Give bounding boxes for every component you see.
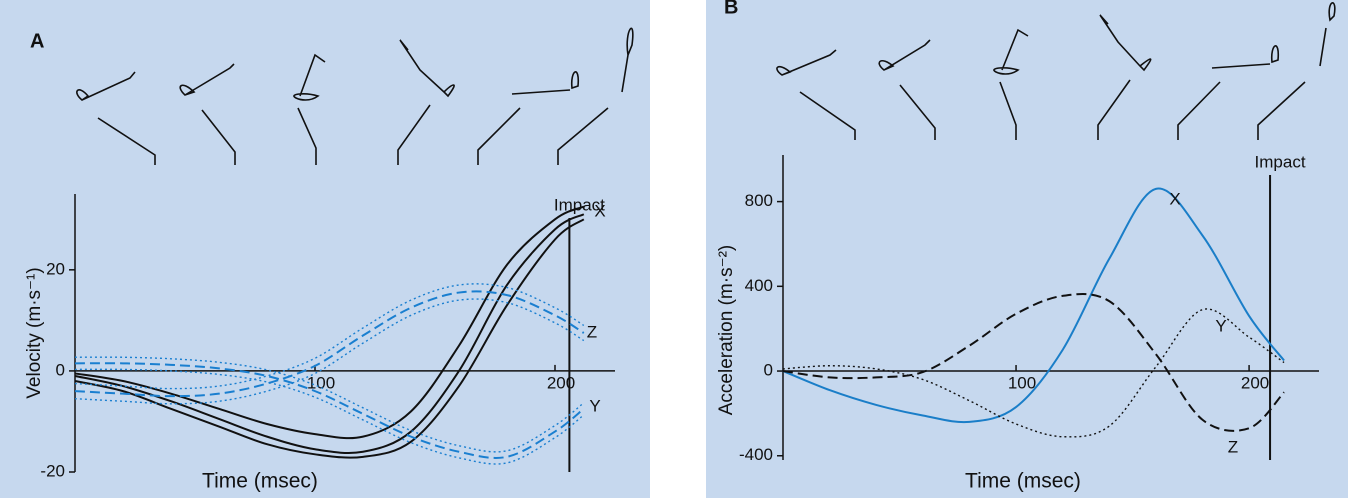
series-line — [74, 362, 585, 459]
golfer — [776, 49, 856, 140]
y-tick-label: 0 — [56, 360, 65, 379]
golfer — [557, 27, 634, 165]
x-tick-label: 100 — [1008, 374, 1036, 393]
golfer — [1097, 14, 1152, 140]
y-tick-label: -20 — [40, 461, 65, 480]
series-label: Y — [1215, 316, 1226, 335]
series-line — [74, 283, 585, 390]
series-line — [782, 293, 1285, 432]
impact-label: Impact — [554, 195, 605, 214]
golfer — [1257, 2, 1336, 140]
y-tick-label: 20 — [46, 259, 65, 278]
x-tick-label: 200 — [1241, 374, 1269, 393]
y-tick-label: 400 — [745, 276, 773, 295]
golfer — [993, 28, 1029, 140]
series-line — [74, 213, 585, 454]
impact-label: Impact — [1255, 152, 1306, 171]
golfer — [878, 39, 936, 140]
y-axis-label: Acceleration (m·s⁻²) — [716, 245, 737, 416]
golfer-figures — [76, 2, 1336, 165]
x-tick-label: 200 — [547, 373, 575, 392]
series-line — [782, 187, 1285, 424]
y-axis-label: Velocity (m·s⁻¹) — [24, 267, 45, 398]
series-label: Y — [589, 396, 600, 415]
series-line — [74, 218, 585, 459]
panel-label: A — [30, 30, 44, 52]
y-tick-label: 0 — [764, 361, 773, 380]
series-line — [74, 290, 585, 398]
panel-bg — [0, 0, 650, 498]
y-tick-label: -400 — [739, 445, 773, 464]
series-label: Z — [1228, 437, 1238, 456]
golfer — [397, 39, 455, 165]
x-tick-label: 100 — [307, 373, 335, 392]
series-label: X — [1169, 189, 1180, 208]
series-label: Z — [587, 322, 597, 341]
panel-bg — [706, 0, 1348, 498]
golfer — [477, 71, 580, 165]
x-axis-label: Time (msec) — [202, 470, 318, 493]
series-line — [74, 205, 585, 440]
x-axis-label: Time (msec) — [965, 470, 1081, 493]
y-tick-label: 800 — [745, 191, 773, 210]
golfer — [179, 63, 236, 165]
golfer — [1177, 45, 1280, 140]
golfer — [293, 53, 326, 165]
series-line — [782, 308, 1285, 438]
panel-label: B — [724, 0, 738, 18]
series-line — [74, 298, 585, 405]
series-label: X — [594, 201, 605, 220]
golfer — [76, 71, 156, 165]
